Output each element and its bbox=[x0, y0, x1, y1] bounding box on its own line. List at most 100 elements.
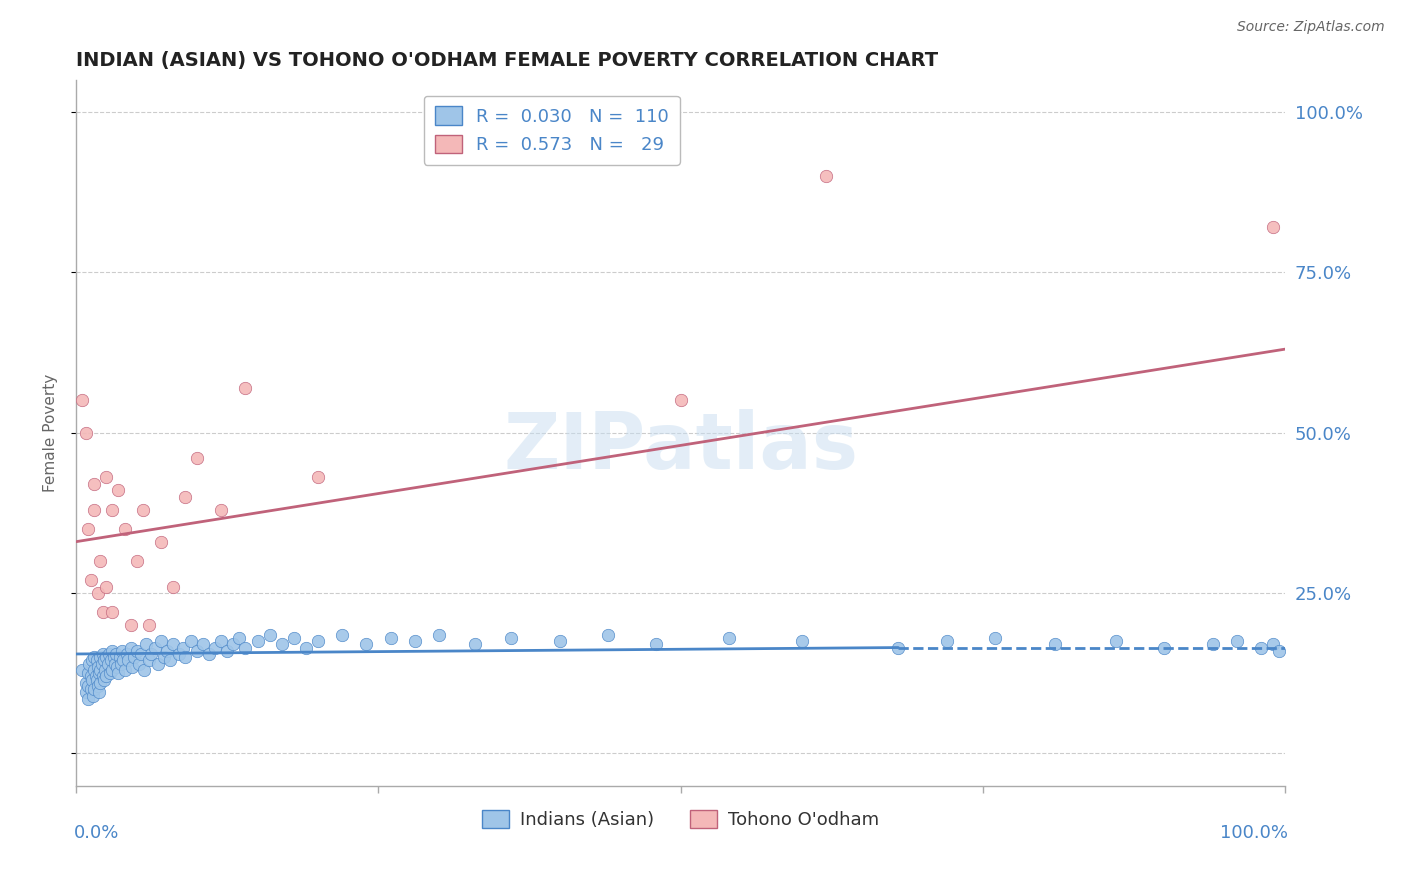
Point bbox=[198, 647, 221, 661]
Point bbox=[191, 637, 214, 651]
Point bbox=[104, 657, 127, 671]
Point bbox=[139, 647, 162, 661]
Point bbox=[718, 631, 741, 645]
Point bbox=[100, 653, 122, 667]
Point bbox=[89, 685, 111, 699]
Point bbox=[427, 628, 450, 642]
Point bbox=[115, 647, 138, 661]
Point bbox=[464, 637, 486, 651]
Point bbox=[814, 169, 837, 183]
Text: INDIAN (ASIAN) VS TOHONO O'ODHAM FEMALE POVERTY CORRELATION CHART: INDIAN (ASIAN) VS TOHONO O'ODHAM FEMALE … bbox=[76, 51, 938, 70]
Point bbox=[84, 669, 107, 683]
Point bbox=[114, 663, 136, 677]
Point bbox=[1105, 634, 1128, 648]
Point bbox=[79, 573, 101, 587]
Point bbox=[101, 605, 124, 619]
Point bbox=[380, 631, 402, 645]
Point bbox=[259, 628, 281, 642]
Point bbox=[174, 490, 197, 504]
Point bbox=[645, 637, 668, 651]
Point bbox=[186, 644, 208, 658]
Point bbox=[548, 634, 571, 648]
Point bbox=[209, 634, 232, 648]
Point bbox=[105, 660, 128, 674]
Point bbox=[153, 650, 176, 665]
Point bbox=[98, 666, 121, 681]
Point bbox=[128, 657, 150, 671]
Point bbox=[162, 637, 184, 651]
Point bbox=[283, 631, 305, 645]
Point bbox=[887, 640, 910, 655]
Point bbox=[270, 637, 292, 651]
Point bbox=[89, 554, 111, 568]
Point bbox=[984, 631, 1007, 645]
Point bbox=[77, 666, 100, 681]
Point bbox=[111, 644, 134, 658]
Point bbox=[80, 653, 103, 667]
Point bbox=[1268, 644, 1291, 658]
Point bbox=[162, 580, 184, 594]
Point bbox=[235, 640, 257, 655]
Point bbox=[101, 663, 124, 677]
Point bbox=[1261, 220, 1284, 235]
Point bbox=[101, 644, 124, 658]
Point bbox=[356, 637, 378, 651]
Point bbox=[108, 650, 131, 665]
Point bbox=[79, 682, 101, 697]
Point bbox=[91, 647, 114, 661]
Point bbox=[117, 653, 139, 667]
Text: 100.0%: 100.0% bbox=[1219, 824, 1288, 842]
Point bbox=[77, 679, 100, 693]
Point bbox=[131, 647, 153, 661]
Point bbox=[77, 692, 100, 706]
Point bbox=[75, 676, 97, 690]
Point bbox=[87, 679, 110, 693]
Point bbox=[228, 631, 250, 645]
Point bbox=[86, 673, 108, 687]
Point bbox=[110, 657, 132, 671]
Y-axis label: Female Poverty: Female Poverty bbox=[44, 374, 58, 491]
Point bbox=[93, 673, 115, 687]
Point bbox=[125, 644, 148, 658]
Text: 0.0%: 0.0% bbox=[73, 824, 120, 842]
Point bbox=[501, 631, 523, 645]
Point bbox=[86, 653, 108, 667]
Point bbox=[77, 522, 100, 536]
Point bbox=[1153, 640, 1175, 655]
Point bbox=[138, 618, 160, 632]
Point bbox=[87, 660, 110, 674]
Point bbox=[217, 644, 239, 658]
Point bbox=[235, 381, 257, 395]
Point bbox=[307, 470, 329, 484]
Point bbox=[75, 425, 97, 440]
Point bbox=[121, 660, 143, 674]
Point bbox=[669, 393, 692, 408]
Point bbox=[148, 657, 170, 671]
Point bbox=[89, 663, 111, 677]
Point bbox=[172, 640, 194, 655]
Point bbox=[790, 634, 813, 648]
Point bbox=[1261, 637, 1284, 651]
Point bbox=[83, 650, 105, 665]
Point bbox=[107, 483, 129, 498]
Point bbox=[246, 634, 269, 648]
Point bbox=[96, 580, 118, 594]
Point bbox=[89, 676, 111, 690]
Point bbox=[174, 650, 197, 665]
Point bbox=[70, 393, 93, 408]
Point bbox=[87, 586, 110, 600]
Text: Source: ZipAtlas.com: Source: ZipAtlas.com bbox=[1237, 20, 1385, 34]
Point bbox=[96, 470, 118, 484]
Point bbox=[222, 637, 245, 651]
Point bbox=[204, 640, 226, 655]
Point bbox=[89, 666, 111, 681]
Point bbox=[1250, 640, 1272, 655]
Point bbox=[101, 502, 124, 516]
Point bbox=[91, 669, 114, 683]
Point bbox=[89, 650, 111, 665]
Point bbox=[83, 663, 105, 677]
Legend: Indians (Asian), Tohono O'odham: Indians (Asian), Tohono O'odham bbox=[475, 803, 887, 837]
Point bbox=[125, 554, 148, 568]
Point bbox=[97, 647, 120, 661]
Point bbox=[83, 502, 105, 516]
